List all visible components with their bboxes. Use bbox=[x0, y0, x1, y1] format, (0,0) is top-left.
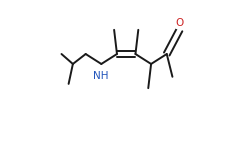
Circle shape bbox=[172, 16, 185, 29]
Circle shape bbox=[94, 70, 106, 83]
Text: NH: NH bbox=[92, 71, 108, 81]
Text: O: O bbox=[175, 18, 183, 28]
